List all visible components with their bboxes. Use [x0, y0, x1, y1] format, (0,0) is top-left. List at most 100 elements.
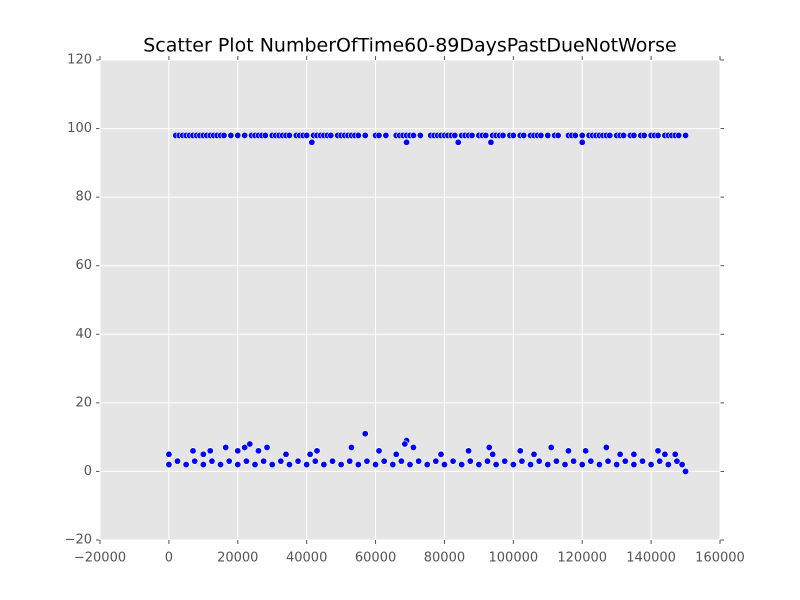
point: [451, 131, 459, 139]
point: [604, 457, 612, 465]
point: [482, 131, 490, 139]
point: [552, 457, 560, 465]
point: [595, 461, 603, 469]
x-tick-label: 100000: [489, 551, 539, 566]
point: [225, 457, 233, 465]
point: [561, 461, 569, 469]
point: [518, 457, 526, 465]
x-tick-label: −20000: [74, 551, 126, 566]
x-tick-label: 80000: [424, 551, 465, 566]
point: [234, 461, 242, 469]
point: [527, 461, 535, 469]
y-tick-label: 120: [67, 53, 92, 68]
point: [346, 457, 354, 465]
x-tick-label: 160000: [695, 551, 745, 566]
point: [602, 443, 610, 451]
point: [406, 461, 414, 469]
point: [208, 457, 216, 465]
point: [251, 461, 259, 469]
point: [268, 461, 276, 469]
point: [375, 447, 383, 455]
point: [282, 450, 290, 458]
point: [347, 443, 355, 451]
point: [535, 457, 543, 465]
point: [630, 131, 638, 139]
point: [199, 461, 207, 469]
point: [578, 461, 586, 469]
point: [401, 440, 409, 448]
point: [263, 443, 271, 451]
point: [544, 461, 552, 469]
point: [654, 447, 662, 455]
point: [678, 461, 686, 469]
point: [217, 461, 225, 469]
point: [254, 447, 262, 455]
point: [544, 131, 552, 139]
point: [487, 138, 495, 146]
point: [465, 447, 473, 455]
y-tick-label: 20: [75, 395, 92, 410]
point: [409, 443, 417, 451]
point: [613, 461, 621, 469]
point: [311, 457, 319, 465]
point: [375, 131, 383, 139]
point: [222, 443, 230, 451]
point: [174, 457, 182, 465]
point: [303, 461, 311, 469]
point: [458, 461, 466, 469]
point: [423, 461, 431, 469]
point: [675, 131, 683, 139]
y-tick-label: 60: [75, 258, 92, 273]
point: [206, 447, 214, 455]
plot-area: [100, 60, 720, 540]
point: [647, 461, 655, 469]
point: [570, 457, 578, 465]
point: [492, 461, 500, 469]
point: [440, 461, 448, 469]
point: [578, 131, 586, 139]
point: [261, 131, 269, 139]
point: [328, 457, 336, 465]
point: [409, 131, 417, 139]
point: [630, 461, 638, 469]
point: [306, 450, 314, 458]
y-tick-label: 40: [75, 327, 92, 342]
point: [234, 447, 242, 455]
point: [530, 450, 538, 458]
point: [664, 461, 672, 469]
x-tick-label: 0: [165, 551, 173, 566]
point: [509, 131, 517, 139]
point: [620, 131, 628, 139]
point: [671, 450, 679, 458]
point: [682, 131, 690, 139]
point: [303, 131, 311, 139]
x-tick-label: 140000: [626, 551, 676, 566]
point: [363, 457, 371, 465]
point: [673, 457, 681, 465]
point: [241, 131, 249, 139]
point: [638, 457, 646, 465]
point: [389, 461, 397, 469]
point: [582, 447, 590, 455]
point: [578, 138, 586, 146]
y-tick-label: 80: [75, 190, 92, 205]
y-tick-label: 0: [84, 464, 92, 479]
point: [449, 457, 457, 465]
point: [397, 457, 405, 465]
point: [415, 457, 423, 465]
point: [654, 131, 662, 139]
point: [520, 131, 528, 139]
y-tick-label: −20: [65, 533, 92, 548]
point: [285, 461, 293, 469]
point: [199, 450, 207, 458]
point: [640, 131, 648, 139]
point: [241, 443, 249, 451]
point: [682, 467, 690, 475]
point: [234, 131, 242, 139]
point: [466, 457, 474, 465]
point: [432, 457, 440, 465]
point: [656, 457, 664, 465]
point: [509, 461, 517, 469]
point: [516, 447, 524, 455]
